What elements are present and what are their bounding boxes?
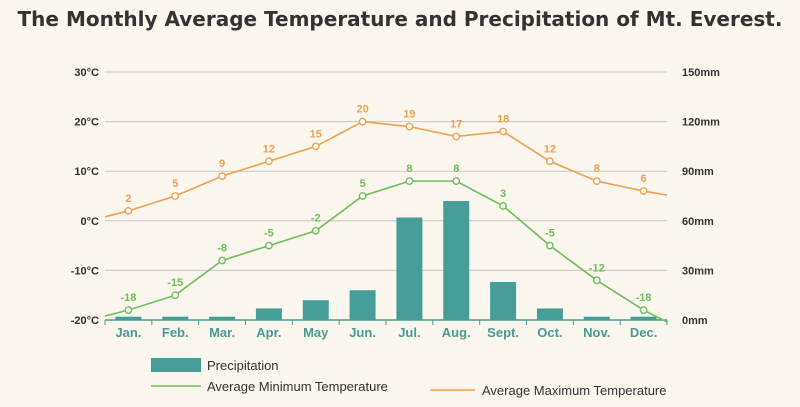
chart-title: The Monthly Average Temperature and Prec… [17, 7, 783, 31]
x-tick-label: Oct. [537, 325, 562, 340]
min-temp-data-label: 3 [500, 188, 506, 200]
max-temp-data-label: 5 [172, 178, 178, 190]
y-right-tick-label: 150mm [682, 67, 720, 79]
min-temp-point [218, 256, 226, 265]
min-temp-data-label: -18 [636, 292, 652, 304]
precipitation-bar [443, 200, 470, 320]
y-right-tick-label: 120mm [682, 117, 720, 129]
precipitation-bar [115, 316, 142, 320]
x-tick-label: Dec. [630, 325, 657, 340]
max-temp-point [218, 172, 226, 181]
min-temp-point [499, 202, 507, 210]
max-temp-data-label: 18 [497, 114, 509, 126]
precipitation-bar [490, 281, 517, 320]
y-right-tick-label: 90mm [682, 166, 714, 178]
max-temp-point [546, 157, 554, 166]
precipitation-bar [302, 300, 329, 320]
y-left-tick-label: 20°C [74, 117, 99, 129]
temperature-lines: -18 -15 -8 -5 -2 5 8 8 3 -5 -12 -18 2 5 9 12 15 20 19 17 18 1… [104, 104, 668, 323]
min-temp-data-label: -15 [167, 277, 183, 289]
legend-max-temp-label: Average Maximum Temperature [482, 383, 667, 398]
max-temp-data-label: 15 [310, 128, 322, 140]
precipitation-bar [396, 217, 423, 320]
legend: Precipitation Average Minimum Temperatur… [151, 358, 667, 398]
x-tick-label: Aug. [442, 325, 471, 340]
precipitation-bars [115, 200, 657, 320]
max-temp-point [499, 127, 507, 136]
max-temp-point [265, 157, 273, 166]
max-temp-data-label: 17 [450, 118, 462, 130]
max-temp-data-label: 6 [641, 173, 647, 185]
min-temp-point [265, 241, 273, 250]
min-temp-data-label: 8 [406, 163, 412, 175]
grid-lines [105, 71, 667, 321]
max-temp-data-label: 8 [594, 163, 600, 175]
min-temp-data-label: -12 [589, 262, 605, 274]
x-tick-label: Jun. [349, 325, 376, 340]
max-temp-point [452, 132, 461, 141]
min-temp-line [104, 180, 668, 323]
min-temp-data-label: -18 [120, 292, 136, 304]
max-temp-data-label: 19 [403, 109, 415, 121]
axes: -20°C 0mm -10°C 30mm 0°C 60mm 10°C 90mm 20°C 120m… [71, 67, 720, 340]
legend-precipitation-swatch [151, 358, 201, 372]
precipitation-bar [583, 316, 610, 320]
y-right-tick-label: 60mm [682, 216, 714, 228]
min-temp-point [358, 192, 367, 200]
min-temp-data-label: -5 [545, 228, 555, 240]
x-tick-label: Jul. [398, 325, 420, 340]
min-temp-point [639, 306, 648, 314]
min-temp-point [405, 177, 414, 186]
y-left-tick-label: 30°C [74, 67, 99, 79]
x-tick-label: May [303, 325, 329, 340]
precipitation-bar [255, 308, 282, 320]
x-tick-label: Nov. [583, 325, 610, 340]
max-temp-data-label: 9 [219, 158, 225, 170]
max-temp-data-label: 12 [544, 143, 556, 155]
min-temp-point [546, 241, 554, 250]
min-temp-point [311, 226, 320, 235]
legend-precipitation-label: Precipitation [207, 358, 279, 373]
legend-min-temp-label: Average Minimum Temperature [207, 379, 388, 394]
precipitation-bar [349, 290, 376, 320]
min-temp-point [452, 177, 461, 186]
max-temp-point [639, 187, 648, 195]
max-temp-line [104, 120, 668, 218]
max-temp-point [311, 142, 320, 151]
max-temp-point [171, 192, 180, 200]
y-left-tick-label: -10°C [71, 265, 99, 277]
min-temp-data-label: -8 [217, 242, 227, 254]
x-tick-label: Apr. [256, 325, 281, 340]
precipitation-bar [209, 316, 236, 320]
min-temp-point [592, 276, 601, 285]
precipitation-bar [162, 316, 189, 320]
x-tick-label: Sept. [487, 325, 519, 340]
max-temp-point [124, 206, 133, 215]
max-temp-point [358, 117, 367, 126]
min-temp-data-label: -5 [264, 228, 274, 240]
min-temp-data-label: 8 [453, 163, 459, 175]
max-temp-point [592, 177, 601, 186]
max-temp-data-label: 2 [125, 193, 131, 205]
y-right-tick-label: 0mm [682, 315, 708, 327]
max-temp-point [405, 122, 414, 131]
min-temp-data-label: -2 [311, 213, 321, 225]
min-temp-point [124, 306, 133, 314]
precipitation-bar [630, 316, 657, 320]
max-temp-data-label: 20 [356, 104, 368, 116]
precipitation-bar [536, 308, 563, 320]
min-temp-point [171, 291, 180, 300]
x-tick-label: Mar. [209, 325, 235, 340]
min-temp-data-label: 5 [360, 178, 366, 190]
x-tick-label: Jan. [115, 325, 141, 340]
x-tick-label: Feb. [162, 325, 189, 340]
y-left-tick-label: 0°C [81, 216, 100, 228]
max-temp-data-label: 12 [263, 143, 275, 155]
y-left-tick-label: -20°C [71, 315, 99, 327]
y-right-tick-label: 30mm [682, 265, 714, 277]
y-left-tick-label: 10°C [74, 166, 99, 178]
